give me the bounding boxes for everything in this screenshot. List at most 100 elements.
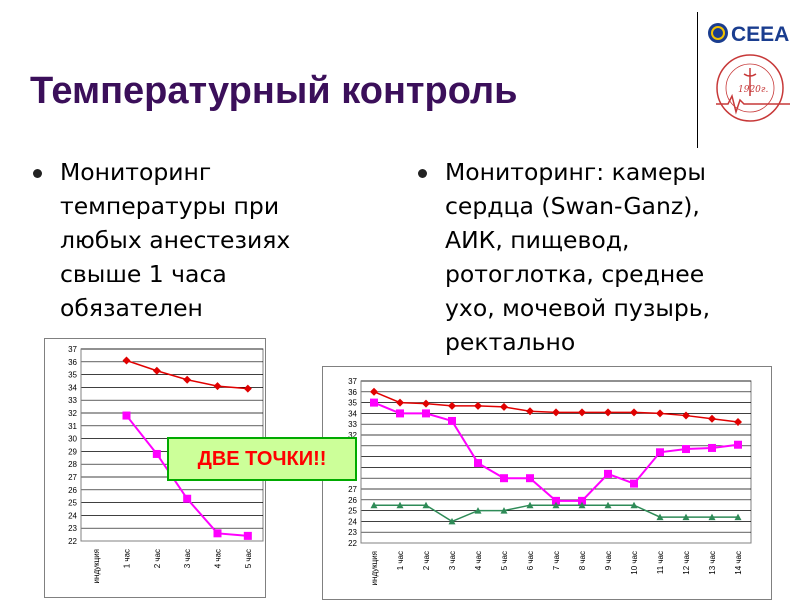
data-point [500,474,508,483]
y-tick-label: 35 [68,371,77,380]
y-tick-label: 33 [348,420,357,429]
data-point [734,513,742,521]
x-tick-label: 5 час [244,549,253,568]
x-tick-label: 2 час [422,551,431,570]
data-point [734,418,742,427]
x-tick-label: 7 час [552,551,561,570]
y-tick-label: 28 [68,460,77,469]
data-point [526,474,534,483]
data-point [578,496,586,505]
y-tick-label: 34 [68,383,77,392]
y-tick-label: 35 [348,399,357,408]
data-point [708,513,716,521]
x-tick-label: индукция [370,551,379,585]
x-tick-label: 11 час [656,551,665,574]
y-tick-label: 30 [68,435,77,444]
data-point [552,501,560,509]
data-point [448,416,456,425]
data-point [422,501,430,509]
y-tick-label: 24 [68,511,77,520]
x-tick-label: 6 час [526,551,535,570]
data-point [500,402,508,411]
data-point [682,445,690,454]
data-point [243,531,252,540]
y-tick-label: 33 [68,396,77,405]
y-tick-label: 31 [68,422,77,431]
y-tick-label: 23 [348,528,357,537]
left-bullet-item: Мониторинг температуры при любых анестез… [30,155,330,325]
data-point [604,501,612,509]
data-point [578,408,586,417]
data-point [708,414,716,423]
data-point [396,398,404,407]
callout-two-points: ДВЕ ТОЧКИ!! [167,437,357,481]
data-point [656,448,664,457]
y-tick-label: 29 [68,447,77,456]
data-point [422,399,430,408]
emblem-year: 1920г. [738,85,768,95]
y-tick-label: 25 [68,499,77,508]
x-tick-label: 3 час [448,551,457,570]
ceea-logo-text: CEEA [731,23,789,46]
y-tick-label: 23 [68,524,77,533]
x-tick-label: 12 час [682,551,691,575]
data-point [396,501,404,509]
x-tick-label: 4 час [214,549,223,568]
y-tick-label: 25 [348,507,357,516]
chart-long-surgery: 22232425262728293031323334353637индукция… [322,366,772,600]
y-tick-label: 34 [348,409,357,418]
plot-area [360,380,752,544]
y-tick-label: 36 [348,388,357,397]
data-point [122,411,131,420]
data-point [396,409,404,418]
x-tick-label: 1 час [123,549,132,568]
x-tick-label: 9 час [604,551,613,570]
data-point [682,411,690,420]
data-point [708,443,716,452]
x-tick-label: 5 час [500,551,509,570]
y-tick-label: 22 [348,539,357,548]
header-divider [697,12,698,148]
x-tick-label: 4 час [474,551,483,570]
y-tick-label: 27 [68,473,77,482]
data-point [183,375,192,384]
chart-long-surgery-plot: 22232425262728293031323334353637индукция… [348,377,752,585]
data-point [656,513,664,521]
y-tick-label: 26 [348,496,357,505]
ceea-logo: CEEA [708,23,789,46]
data-point [526,407,534,416]
data-point [213,529,222,538]
data-point [122,356,131,365]
left-bullet-list: Мониторинг температуры при любых анестез… [30,155,330,325]
right-bullet-item: Мониторинг: камеры сердца (Swan-Ganz), А… [415,155,755,359]
x-tick-label: 3 час [183,549,192,568]
x-tick-label: 13 час [708,551,717,575]
data-point [152,366,161,375]
caduceus-icon [743,68,757,96]
data-point [500,507,508,514]
y-tick-label: 24 [348,517,357,526]
data-point [370,501,378,509]
data-point [552,496,560,505]
x-tick-label: 1 час [396,551,405,570]
y-tick-label: 37 [348,377,357,386]
data-point [578,501,586,509]
data-point [243,384,252,393]
y-tick-label: 26 [68,486,77,495]
y-tick-label: 32 [348,431,357,440]
data-point [682,513,690,521]
x-tick-label: 10 час [630,551,639,575]
data-point [213,382,222,391]
x-tick-label: 8 час [578,551,587,570]
data-point [604,408,612,417]
data-point [183,494,192,503]
data-point [630,408,638,417]
y-tick-label: 36 [68,358,77,367]
data-point [474,507,482,514]
data-point [630,479,638,488]
data-point [152,449,161,458]
data-point [656,409,664,418]
data-point [474,401,482,410]
data-point [370,398,378,407]
ecg-wave-icon [716,93,790,115]
